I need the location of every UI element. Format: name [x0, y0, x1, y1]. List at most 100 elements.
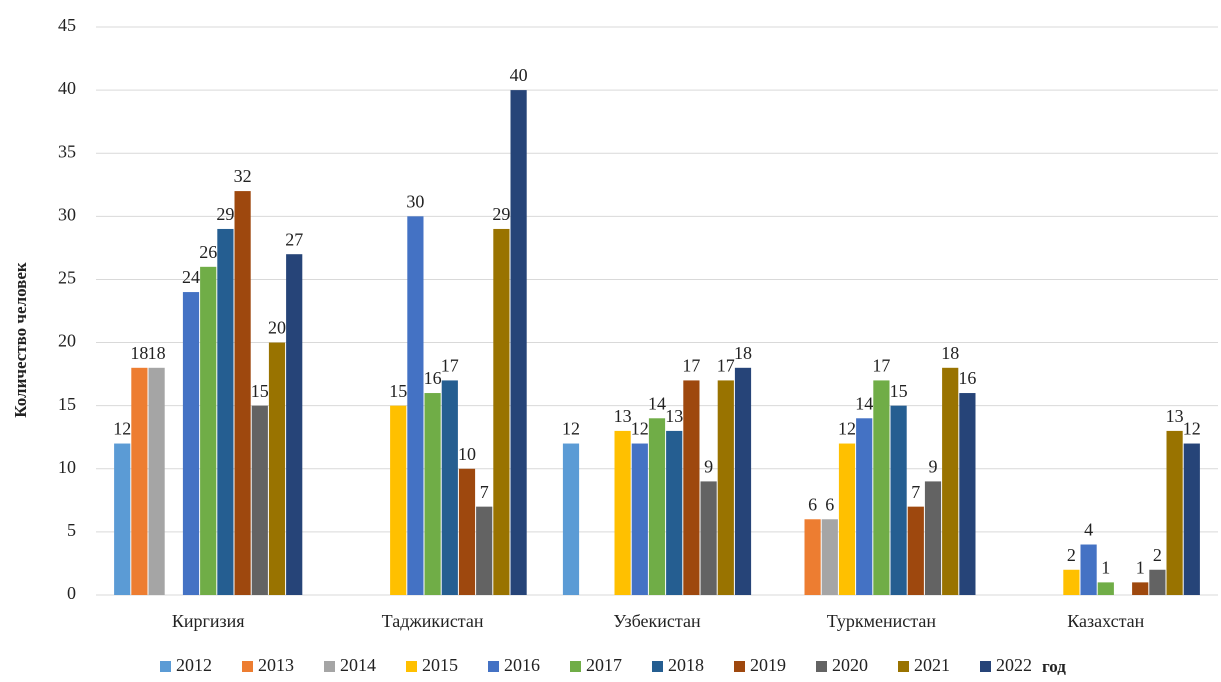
x-tick-label: Таджикистан [382, 611, 484, 631]
bar [666, 430, 683, 595]
data-label: 32 [234, 166, 252, 186]
bar [286, 254, 303, 595]
data-label: 1 [1101, 558, 1110, 578]
bar [217, 228, 234, 595]
data-label: 30 [406, 191, 424, 211]
data-label: 29 [216, 204, 234, 224]
data-label: 15 [890, 381, 908, 401]
bar [268, 342, 286, 595]
y-tick-label: 10 [58, 457, 76, 477]
legend-label: 2022 [996, 655, 1032, 675]
data-label: 29 [492, 204, 510, 224]
data-label: 7 [911, 482, 920, 502]
y-tick-label: 15 [58, 394, 76, 414]
x-tick-label: Казахстан [1067, 611, 1144, 631]
legend-swatch [734, 661, 745, 672]
bar [407, 216, 424, 596]
bar [821, 519, 838, 595]
x-tick-label: Узбекистан [613, 611, 701, 631]
bar [510, 90, 527, 595]
legend-label: 2020 [832, 655, 868, 675]
bar [182, 292, 200, 595]
bar [458, 468, 476, 595]
bar [200, 266, 217, 595]
bar [1132, 582, 1149, 595]
data-label: 12 [1183, 419, 1201, 439]
bar [493, 228, 510, 595]
y-tick-label: 25 [58, 268, 76, 288]
bar [648, 418, 666, 595]
y-tick-label: 45 [58, 15, 76, 35]
data-label: 7 [480, 482, 489, 502]
bar [700, 481, 717, 595]
bar [942, 367, 959, 595]
data-label: 24 [182, 267, 200, 287]
data-label: 16 [958, 368, 976, 388]
data-label: 40 [510, 65, 528, 85]
y-tick-label: 0 [67, 583, 76, 603]
bar [390, 405, 407, 595]
data-label: 17 [872, 356, 890, 376]
bar [734, 367, 752, 595]
data-label: 13 [614, 406, 632, 426]
data-label: 20 [268, 318, 286, 338]
legend-swatch [488, 661, 499, 672]
legend-label: 2014 [340, 655, 376, 675]
bar [907, 506, 924, 595]
legend-swatch [898, 661, 909, 672]
bar [1080, 544, 1097, 595]
data-label: 13 [1166, 406, 1184, 426]
legend-label: 2016 [504, 655, 540, 675]
x-tick-label: Туркменистан [827, 611, 937, 631]
data-label: 18 [130, 343, 148, 363]
bar [838, 443, 856, 595]
data-label: 13 [665, 406, 683, 426]
bar [1063, 569, 1080, 595]
bar [890, 405, 907, 595]
bar [959, 393, 976, 595]
data-label: 17 [717, 356, 735, 376]
data-label: 15 [389, 381, 407, 401]
bar [717, 380, 734, 595]
bar [1183, 443, 1200, 595]
data-label: 14 [855, 393, 873, 413]
data-label: 17 [682, 356, 700, 376]
legend-label: 2012 [176, 655, 212, 675]
legend-label: 2021 [914, 655, 950, 675]
legend-swatch [406, 661, 417, 672]
data-label: 12 [113, 419, 131, 439]
data-label: 15 [251, 381, 269, 401]
legend-swatch [980, 661, 991, 672]
bar [148, 367, 165, 595]
bar [856, 418, 873, 595]
y-tick-label: 30 [58, 204, 76, 224]
legend-label: 2017 [586, 655, 622, 675]
bar [114, 443, 131, 595]
bar [476, 506, 493, 595]
bar [1166, 430, 1183, 595]
bar [683, 380, 700, 595]
bar [251, 405, 268, 595]
legend-swatch [242, 661, 253, 672]
y-tick-label: 40 [58, 78, 76, 98]
data-label: 16 [424, 368, 442, 388]
data-label: 14 [648, 393, 666, 413]
bar [804, 519, 821, 595]
data-label: 10 [458, 444, 476, 464]
legend-label: 2018 [668, 655, 704, 675]
legend-swatch [816, 661, 827, 672]
y-tick-label: 35 [58, 141, 76, 161]
data-label: 27 [285, 229, 303, 249]
data-label: 12 [562, 419, 580, 439]
data-label: 17 [441, 356, 459, 376]
data-label: 2 [1067, 545, 1076, 565]
data-label: 6 [808, 494, 817, 514]
bar [614, 430, 631, 595]
data-label: 9 [929, 457, 938, 477]
bar [234, 191, 251, 596]
legend-swatch [570, 661, 581, 672]
bar [873, 380, 890, 595]
y-axis-label: Количество человек [11, 262, 30, 418]
legend-label: 2019 [750, 655, 786, 675]
